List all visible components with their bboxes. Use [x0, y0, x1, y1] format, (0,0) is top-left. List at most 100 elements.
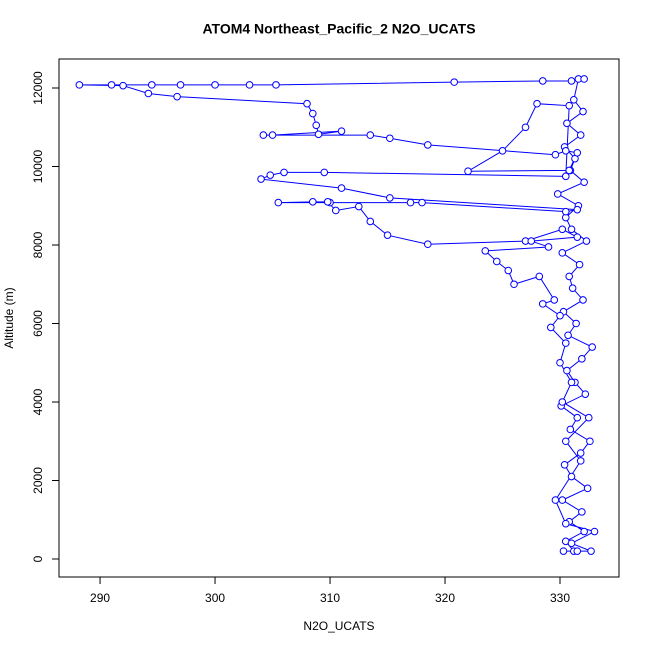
data-point: [173, 92, 181, 101]
data-point: [544, 243, 553, 251]
data-point: [272, 81, 280, 89]
data-point: [567, 378, 576, 387]
y-tick-label: 8000: [31, 231, 45, 258]
data-point: [521, 123, 530, 132]
data-point: [561, 172, 570, 181]
data-point: [563, 119, 571, 128]
data-point: [308, 198, 317, 206]
data-point: [567, 225, 576, 234]
data-point: [406, 198, 415, 207]
data-point: [383, 231, 392, 239]
data-point: [553, 190, 562, 198]
data-point: [314, 130, 323, 139]
y-tick-label: 4000: [31, 388, 45, 415]
data-point: [245, 81, 254, 89]
x-axis-label: N2O_UCATS: [303, 619, 374, 633]
data-point: [578, 355, 586, 363]
data-point: [568, 284, 577, 292]
data-point: [504, 266, 513, 275]
data-point: [579, 296, 587, 304]
y-tick-label: 6000: [31, 310, 45, 337]
data-point: [423, 141, 432, 149]
data-point: [565, 272, 574, 281]
data-point: [558, 398, 567, 406]
data-point: [535, 272, 544, 281]
y-tick-label: 0: [31, 555, 45, 562]
data-point: [570, 95, 578, 104]
x-tick-label: 310: [320, 591, 340, 605]
data-point: [584, 413, 593, 422]
data-point: [308, 109, 317, 118]
data-point: [337, 127, 346, 135]
x-tick-label: 290: [90, 591, 110, 605]
data-point: [561, 207, 570, 216]
data-point: [567, 77, 576, 85]
data-point: [337, 184, 346, 192]
data-point: [588, 343, 597, 351]
data-point: [576, 449, 585, 457]
data-point: [386, 194, 394, 202]
data-point: [550, 296, 559, 304]
data-point: [566, 425, 575, 434]
data-point: [481, 247, 490, 255]
data-point: [573, 413, 582, 422]
data-point: [587, 547, 595, 555]
data-point: [578, 508, 586, 516]
data-point: [581, 390, 590, 398]
data-point: [211, 81, 219, 89]
data-point: [580, 178, 588, 187]
data-point: [579, 107, 587, 116]
data-point: [558, 225, 567, 234]
data-point: [558, 496, 567, 504]
data-point: [176, 81, 185, 89]
data-point: [257, 175, 265, 183]
plot-frame: [58, 58, 620, 578]
data-point: [564, 331, 572, 340]
data-point: [312, 121, 321, 130]
data-point: [527, 237, 536, 245]
data-point: [280, 168, 288, 177]
data-point: [498, 147, 507, 155]
data-point: [492, 257, 501, 266]
data-point: [331, 206, 340, 215]
data-point: [561, 437, 570, 446]
data-point: [582, 237, 591, 245]
data-point: [147, 81, 156, 89]
chart-title: ATOM4 Northeast_Pacific_2 N2O_UCATS: [202, 21, 475, 37]
data-point: [144, 89, 153, 98]
data-point: [558, 249, 567, 257]
data-point: [551, 150, 560, 159]
data-point: [354, 202, 363, 211]
data-point: [573, 148, 582, 157]
data-point: [538, 300, 547, 308]
data-point: [561, 339, 570, 347]
data-point: [590, 527, 599, 536]
data-point: [580, 527, 588, 536]
data-point: [556, 311, 564, 320]
data-point: [386, 134, 394, 143]
data-point: [274, 198, 283, 207]
data-point: [556, 358, 564, 367]
y-tick-label: 2000: [31, 467, 45, 494]
y-tick-label: 12000: [31, 71, 45, 105]
data-point: [573, 547, 582, 555]
data-point: [119, 81, 127, 90]
data-point: [572, 319, 580, 328]
data-point: [573, 233, 582, 241]
data-point: [107, 81, 116, 89]
data-point: [563, 366, 571, 375]
x-tick-label: 320: [435, 591, 455, 605]
data-point: [323, 198, 332, 206]
data-point: [259, 131, 268, 139]
data-point: [418, 198, 426, 207]
data-point: [576, 457, 585, 465]
data-point: [551, 496, 560, 504]
data-point: [573, 205, 582, 214]
y-tick-label: 10000: [31, 149, 45, 183]
x-tick-label: 330: [550, 591, 570, 605]
data-point: [268, 131, 277, 139]
data-point: [450, 78, 459, 86]
data-point: [567, 472, 576, 481]
data-point: [575, 260, 584, 269]
